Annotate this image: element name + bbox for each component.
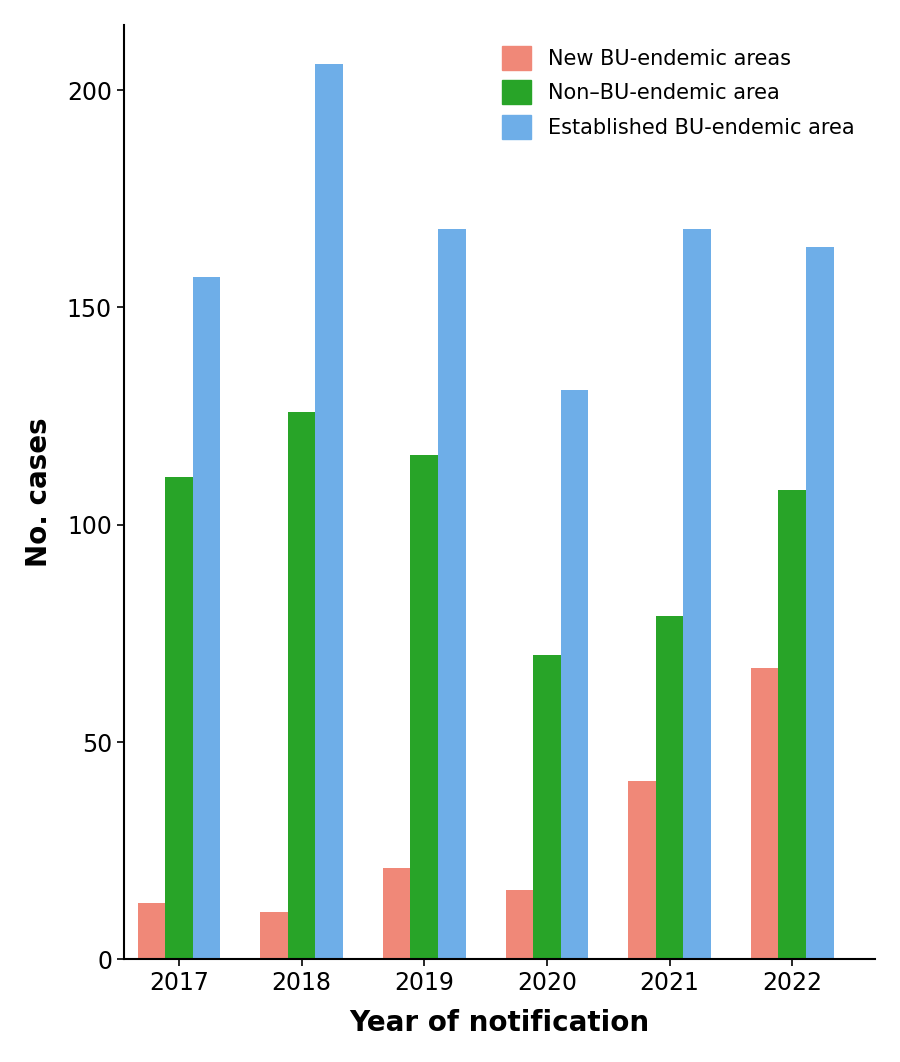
Bar xyxy=(315,64,343,959)
Bar xyxy=(260,911,288,959)
Bar xyxy=(628,782,656,959)
Bar xyxy=(193,277,220,959)
Y-axis label: No. cases: No. cases xyxy=(25,417,53,567)
Bar xyxy=(533,655,561,959)
Bar xyxy=(778,490,806,959)
Bar xyxy=(438,229,465,959)
Bar xyxy=(382,868,410,959)
Bar xyxy=(806,246,833,959)
X-axis label: Year of notification: Year of notification xyxy=(349,1009,650,1037)
Bar xyxy=(561,390,589,959)
Bar xyxy=(683,229,711,959)
Bar xyxy=(656,616,683,959)
Bar xyxy=(506,890,533,959)
Bar xyxy=(751,668,778,959)
Legend: New BU-endemic areas, Non–BU-endemic area, Established BU-endemic area: New BU-endemic areas, Non–BU-endemic are… xyxy=(491,35,865,150)
Bar xyxy=(410,456,438,959)
Bar xyxy=(288,412,315,959)
Bar xyxy=(138,903,166,959)
Bar xyxy=(166,477,193,959)
